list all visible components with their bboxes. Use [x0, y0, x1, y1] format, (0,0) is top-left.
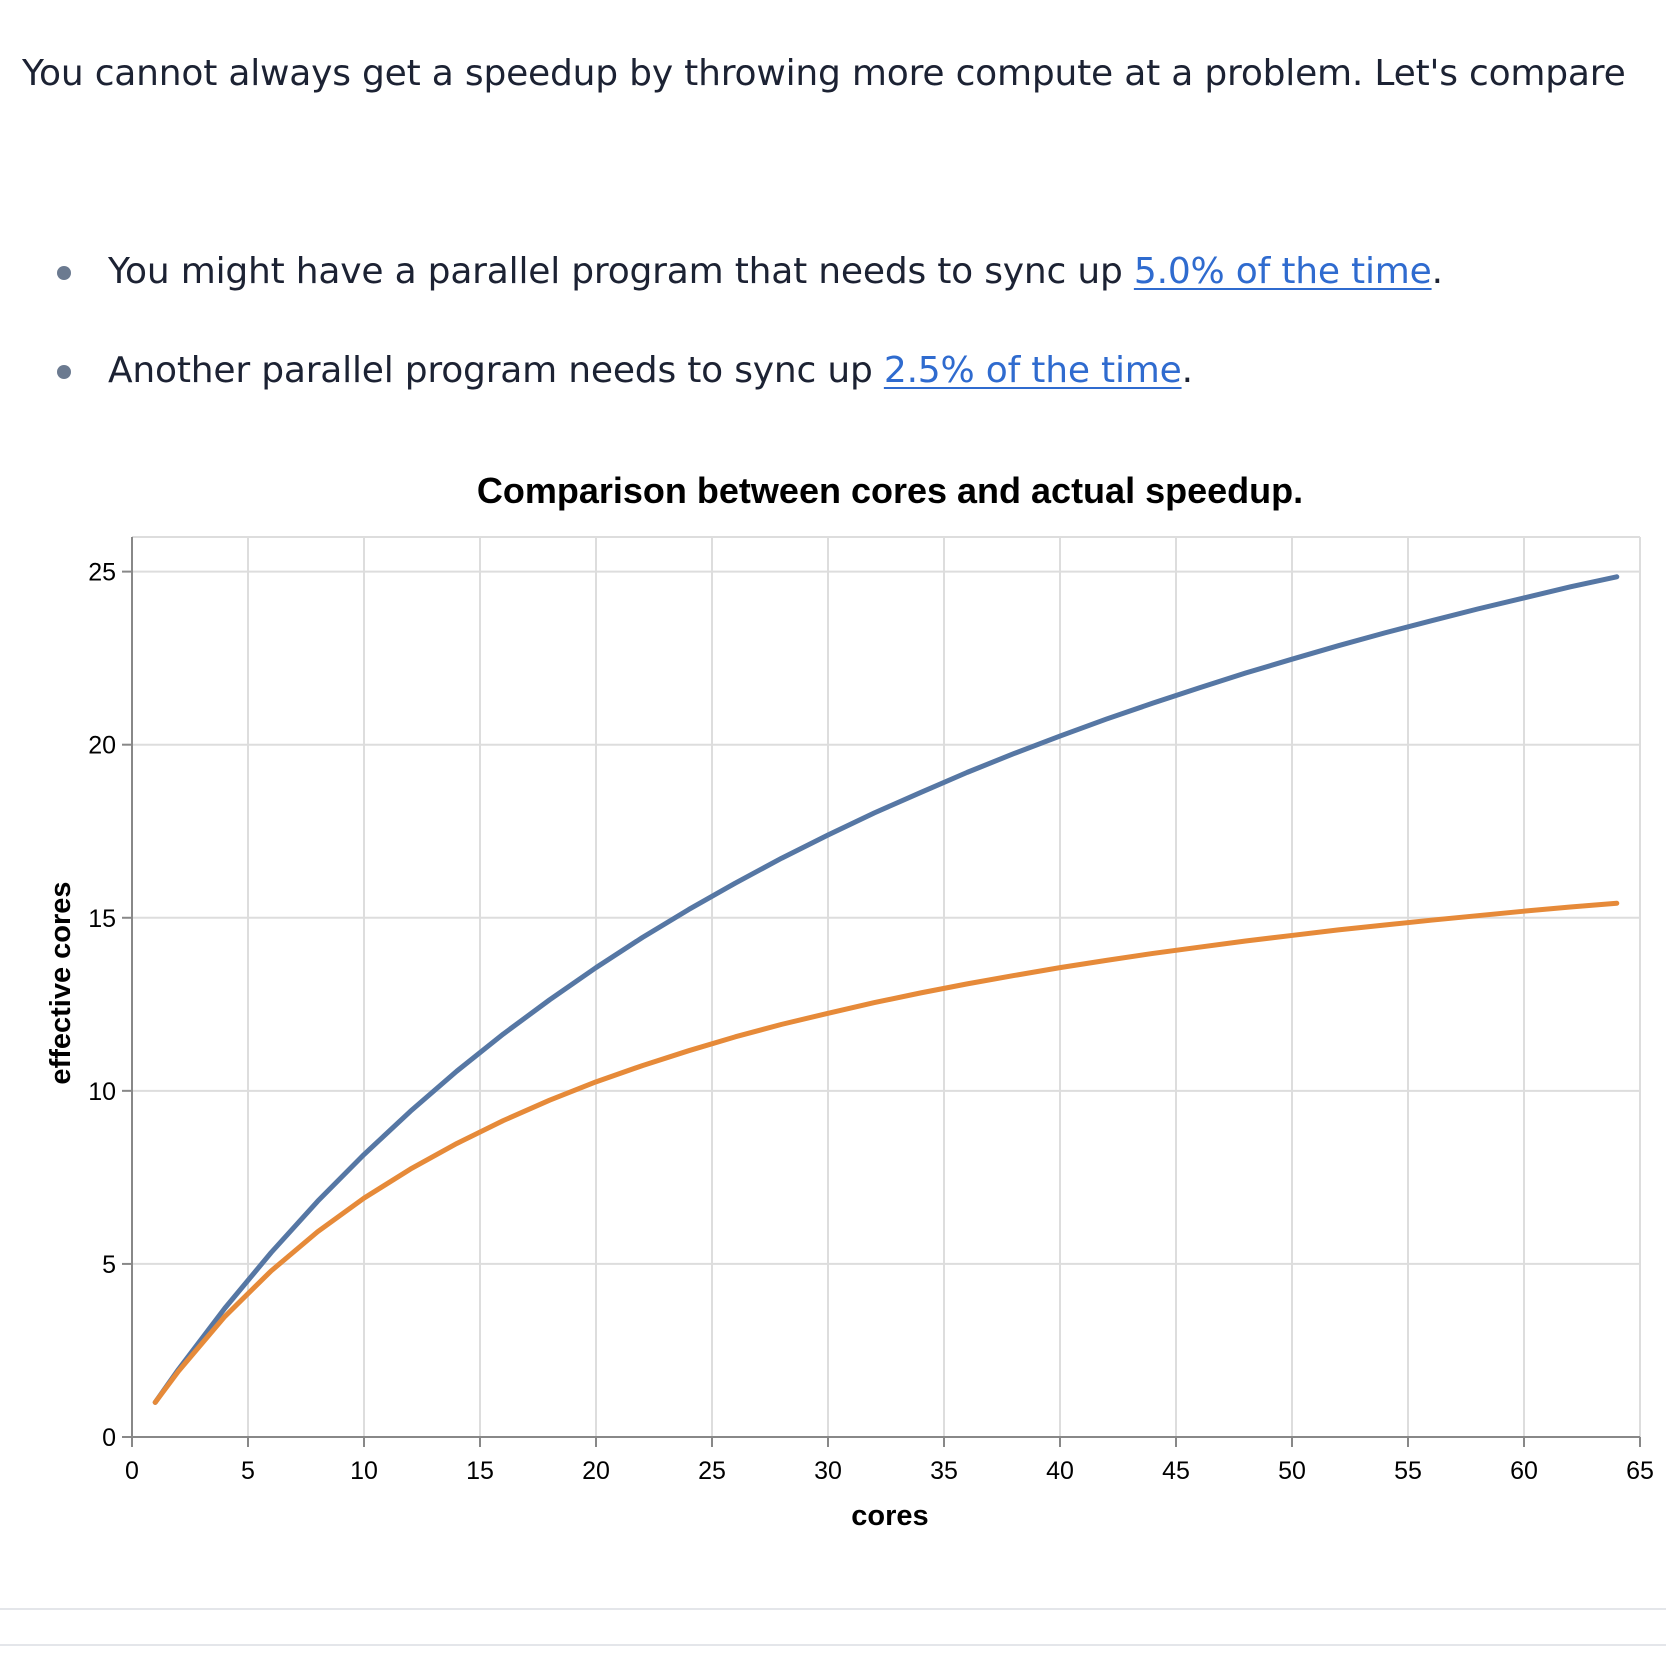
- x-tick-label: 50: [1278, 1457, 1306, 1485]
- bullet-suffix: .: [1431, 251, 1443, 292]
- sync-2-5-link[interactable]: 2.5% of the time: [883, 350, 1182, 391]
- x-tick-label: 15: [466, 1457, 494, 1485]
- x-tick-label: 35: [930, 1457, 958, 1485]
- chart-title: Comparison between cores and actual spee…: [477, 470, 1303, 511]
- x-tick-label: 5: [241, 1457, 255, 1485]
- bullet-item-sync-5: You might have a parallel program that n…: [0, 248, 1443, 296]
- x-tick-label: 65: [1626, 1457, 1654, 1485]
- bullet-list: You might have a parallel program that n…: [0, 248, 1443, 446]
- x-tick-label: 45: [1162, 1457, 1190, 1485]
- y-axis-label: effective cores: [45, 881, 77, 1084]
- grid: [131, 536, 1641, 1438]
- axes: 0 5 10 15 20 25 30 35 40 45 50 55 60 65 0 5 10 15 20 25: [88, 537, 1654, 1485]
- x-tick-label: 0: [125, 1457, 139, 1485]
- y-tick-label: 10: [88, 1078, 116, 1106]
- chart-container: Comparison between cores and actual spee…: [0, 465, 1666, 1545]
- y-tick-label: 20: [88, 732, 116, 760]
- series-line-sync-2-5: [152, 574, 1620, 1405]
- bullet-text: Another parallel program needs to sync u…: [108, 350, 884, 391]
- y-tick-label: 25: [88, 559, 116, 587]
- intro-paragraph: You cannot always get a speedup by throw…: [22, 53, 1626, 94]
- bullet-dot-icon: [57, 266, 71, 280]
- y-tick-label: 15: [88, 905, 116, 933]
- bullet-item-sync-2-5: Another parallel program needs to sync u…: [0, 347, 1443, 395]
- x-tick-label: 10: [350, 1457, 378, 1485]
- divider: [0, 1608, 1666, 1610]
- x-tick-label: 20: [582, 1457, 610, 1485]
- y-tick-label: 0: [102, 1424, 116, 1452]
- sync-5-link[interactable]: 5.0% of the time: [1133, 251, 1432, 292]
- x-tick-label: 30: [814, 1457, 842, 1485]
- series-line-sync-5: [152, 900, 1620, 1405]
- y-tick-label: 5: [102, 1251, 116, 1279]
- series-lines: [152, 574, 1620, 1405]
- divider: [0, 1644, 1666, 1646]
- x-tick-label: 25: [698, 1457, 726, 1485]
- bullet-text: You might have a parallel program that n…: [108, 251, 1134, 292]
- speedup-chart: Comparison between cores and actual spee…: [45, 470, 1654, 1532]
- x-axis-label: cores: [851, 1500, 928, 1532]
- bullet-suffix: .: [1181, 350, 1193, 391]
- x-tick-label: 40: [1046, 1457, 1074, 1485]
- bullet-dot-icon: [57, 365, 71, 379]
- x-tick-label: 60: [1510, 1457, 1538, 1485]
- x-tick-label: 55: [1394, 1457, 1422, 1485]
